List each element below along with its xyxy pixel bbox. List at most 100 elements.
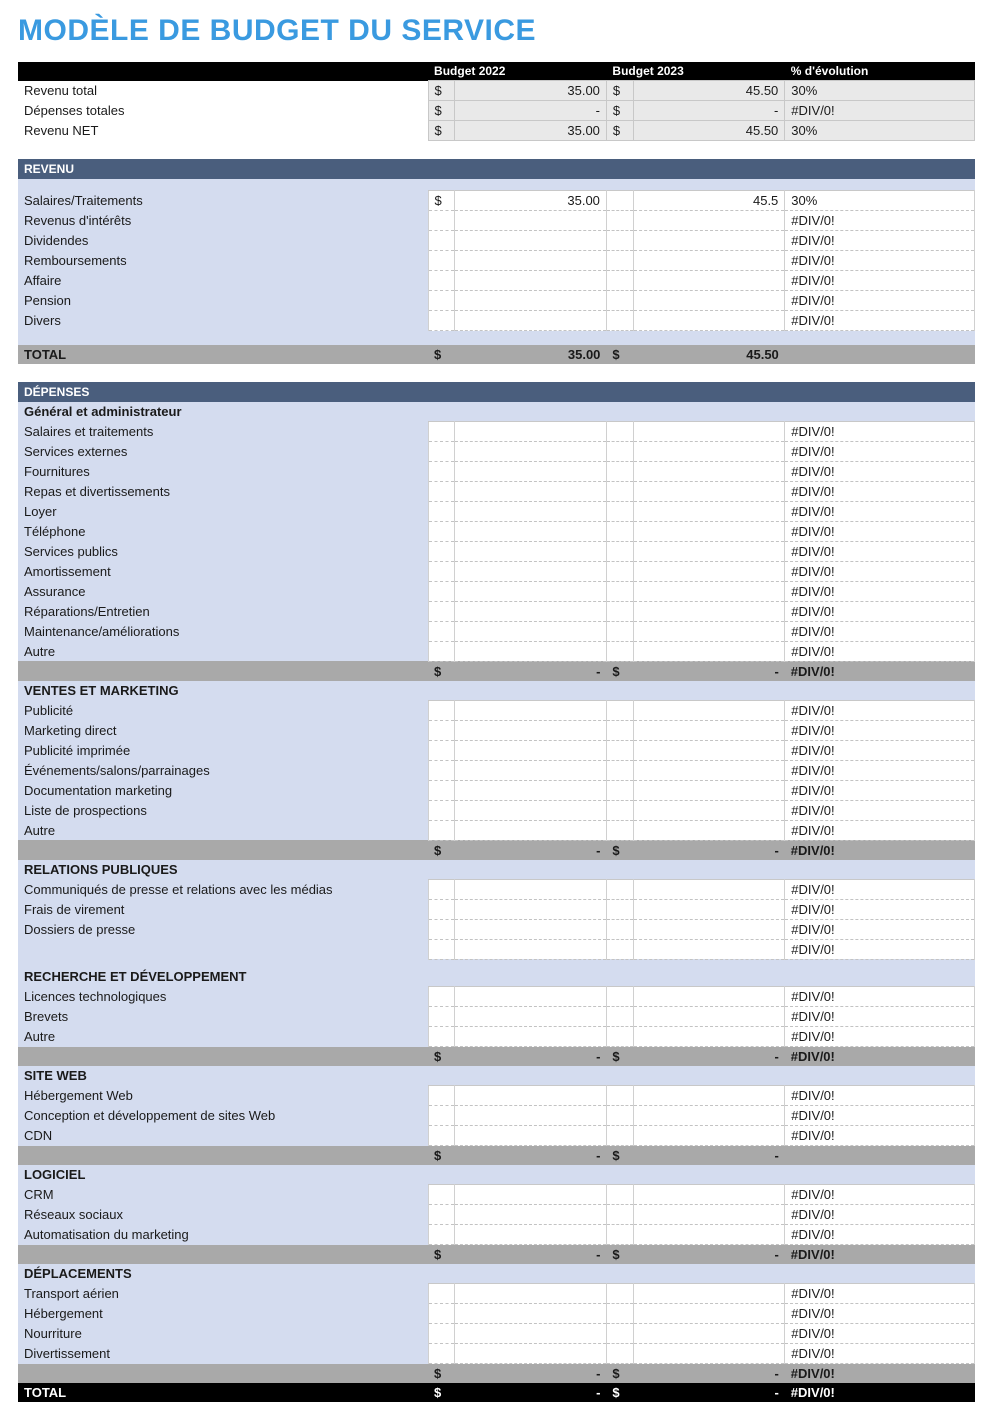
expense-b-cur[interactable]: [606, 700, 633, 720]
revenu-a-val[interactable]: [455, 211, 607, 231]
expense-a-val[interactable]: [455, 1106, 607, 1126]
expense-b-cur[interactable]: [606, 1086, 633, 1106]
expense-b-val[interactable]: [633, 1027, 785, 1047]
expense-a-cur[interactable]: [428, 541, 455, 561]
expense-a-cur[interactable]: [428, 939, 455, 959]
expense-b-cur[interactable]: [606, 1185, 633, 1205]
expense-a-val[interactable]: [455, 820, 607, 840]
revenu-a-cur[interactable]: [428, 311, 455, 331]
revenu-b-val[interactable]: [633, 271, 785, 291]
expense-b-cur[interactable]: [606, 740, 633, 760]
revenu-b-val[interactable]: 45.5: [633, 191, 785, 211]
expense-a-cur[interactable]: [428, 641, 455, 661]
expense-a-val[interactable]: [455, 700, 607, 720]
expense-a-val[interactable]: [455, 461, 607, 481]
expense-a-cur[interactable]: [428, 760, 455, 780]
expense-b-cur[interactable]: [606, 1344, 633, 1364]
expense-b-cur[interactable]: [606, 561, 633, 581]
expense-b-val[interactable]: [633, 899, 785, 919]
expense-a-cur[interactable]: [428, 899, 455, 919]
expense-a-val[interactable]: [455, 1205, 607, 1225]
expense-b-val[interactable]: [633, 541, 785, 561]
expense-b-val[interactable]: [633, 820, 785, 840]
expense-b-cur[interactable]: [606, 919, 633, 939]
revenu-a-cur[interactable]: $: [428, 191, 455, 211]
expense-b-val[interactable]: [633, 760, 785, 780]
expense-a-cur[interactable]: [428, 1086, 455, 1106]
expense-b-cur[interactable]: [606, 987, 633, 1007]
expense-a-cur[interactable]: [428, 700, 455, 720]
expense-a-val[interactable]: [455, 1027, 607, 1047]
expense-a-val[interactable]: [455, 521, 607, 541]
expense-b-val[interactable]: [633, 581, 785, 601]
revenu-a-val[interactable]: 35.00: [455, 191, 607, 211]
expense-b-val[interactable]: [633, 720, 785, 740]
expense-b-val[interactable]: [633, 1324, 785, 1344]
expense-b-cur[interactable]: [606, 899, 633, 919]
expense-a-val[interactable]: [455, 1344, 607, 1364]
expense-a-val[interactable]: [455, 879, 607, 899]
expense-b-cur[interactable]: [606, 481, 633, 501]
expense-a-val[interactable]: [455, 481, 607, 501]
expense-b-cur[interactable]: [606, 1007, 633, 1027]
expense-a-val[interactable]: [455, 1126, 607, 1146]
revenu-a-val[interactable]: [455, 291, 607, 311]
expense-a-cur[interactable]: [428, 561, 455, 581]
expense-a-val[interactable]: [455, 919, 607, 939]
expense-a-val[interactable]: [455, 1324, 607, 1344]
revenu-a-cur[interactable]: [428, 231, 455, 251]
expense-a-val[interactable]: [455, 1007, 607, 1027]
revenu-a-val[interactable]: [455, 251, 607, 271]
expense-a-cur[interactable]: [428, 1344, 455, 1364]
expense-b-cur[interactable]: [606, 1106, 633, 1126]
expense-b-val[interactable]: [633, 1284, 785, 1304]
expense-b-val[interactable]: [633, 441, 785, 461]
expense-a-val[interactable]: [455, 641, 607, 661]
expense-a-cur[interactable]: [428, 1324, 455, 1344]
revenu-b-val[interactable]: [633, 311, 785, 331]
expense-a-cur[interactable]: [428, 1185, 455, 1205]
expense-a-cur[interactable]: [428, 1304, 455, 1324]
expense-a-cur[interactable]: [428, 919, 455, 939]
expense-a-val[interactable]: [455, 601, 607, 621]
revenu-b-cur[interactable]: [606, 211, 633, 231]
revenu-b-cur[interactable]: [606, 271, 633, 291]
expense-b-val[interactable]: [633, 1106, 785, 1126]
expense-b-val[interactable]: [633, 501, 785, 521]
expense-a-cur[interactable]: [428, 800, 455, 820]
expense-b-val[interactable]: [633, 561, 785, 581]
expense-b-val[interactable]: [633, 1344, 785, 1364]
expense-a-cur[interactable]: [428, 820, 455, 840]
expense-b-cur[interactable]: [606, 1284, 633, 1304]
expense-a-val[interactable]: [455, 1304, 607, 1324]
expense-b-val[interactable]: [633, 621, 785, 641]
expense-a-cur[interactable]: [428, 581, 455, 601]
expense-b-val[interactable]: [633, 780, 785, 800]
expense-a-val[interactable]: [455, 939, 607, 959]
expense-b-cur[interactable]: [606, 879, 633, 899]
expense-b-cur[interactable]: [606, 1324, 633, 1344]
expense-b-cur[interactable]: [606, 461, 633, 481]
expense-a-val[interactable]: [455, 581, 607, 601]
expense-b-val[interactable]: [633, 919, 785, 939]
expense-b-cur[interactable]: [606, 780, 633, 800]
expense-b-val[interactable]: [633, 521, 785, 541]
revenu-b-cur[interactable]: [606, 311, 633, 331]
expense-a-val[interactable]: [455, 780, 607, 800]
expense-a-cur[interactable]: [428, 740, 455, 760]
expense-a-val[interactable]: [455, 720, 607, 740]
expense-b-val[interactable]: [633, 461, 785, 481]
revenu-b-cur[interactable]: [606, 231, 633, 251]
expense-a-cur[interactable]: [428, 461, 455, 481]
expense-b-cur[interactable]: [606, 581, 633, 601]
expense-a-val[interactable]: [455, 800, 607, 820]
revenu-b-val[interactable]: [633, 211, 785, 231]
expense-b-cur[interactable]: [606, 1225, 633, 1245]
expense-b-val[interactable]: [633, 987, 785, 1007]
expense-b-val[interactable]: [633, 1205, 785, 1225]
expense-a-val[interactable]: [455, 1185, 607, 1205]
expense-b-cur[interactable]: [606, 720, 633, 740]
expense-a-cur[interactable]: [428, 501, 455, 521]
expense-b-cur[interactable]: [606, 820, 633, 840]
expense-a-cur[interactable]: [428, 621, 455, 641]
